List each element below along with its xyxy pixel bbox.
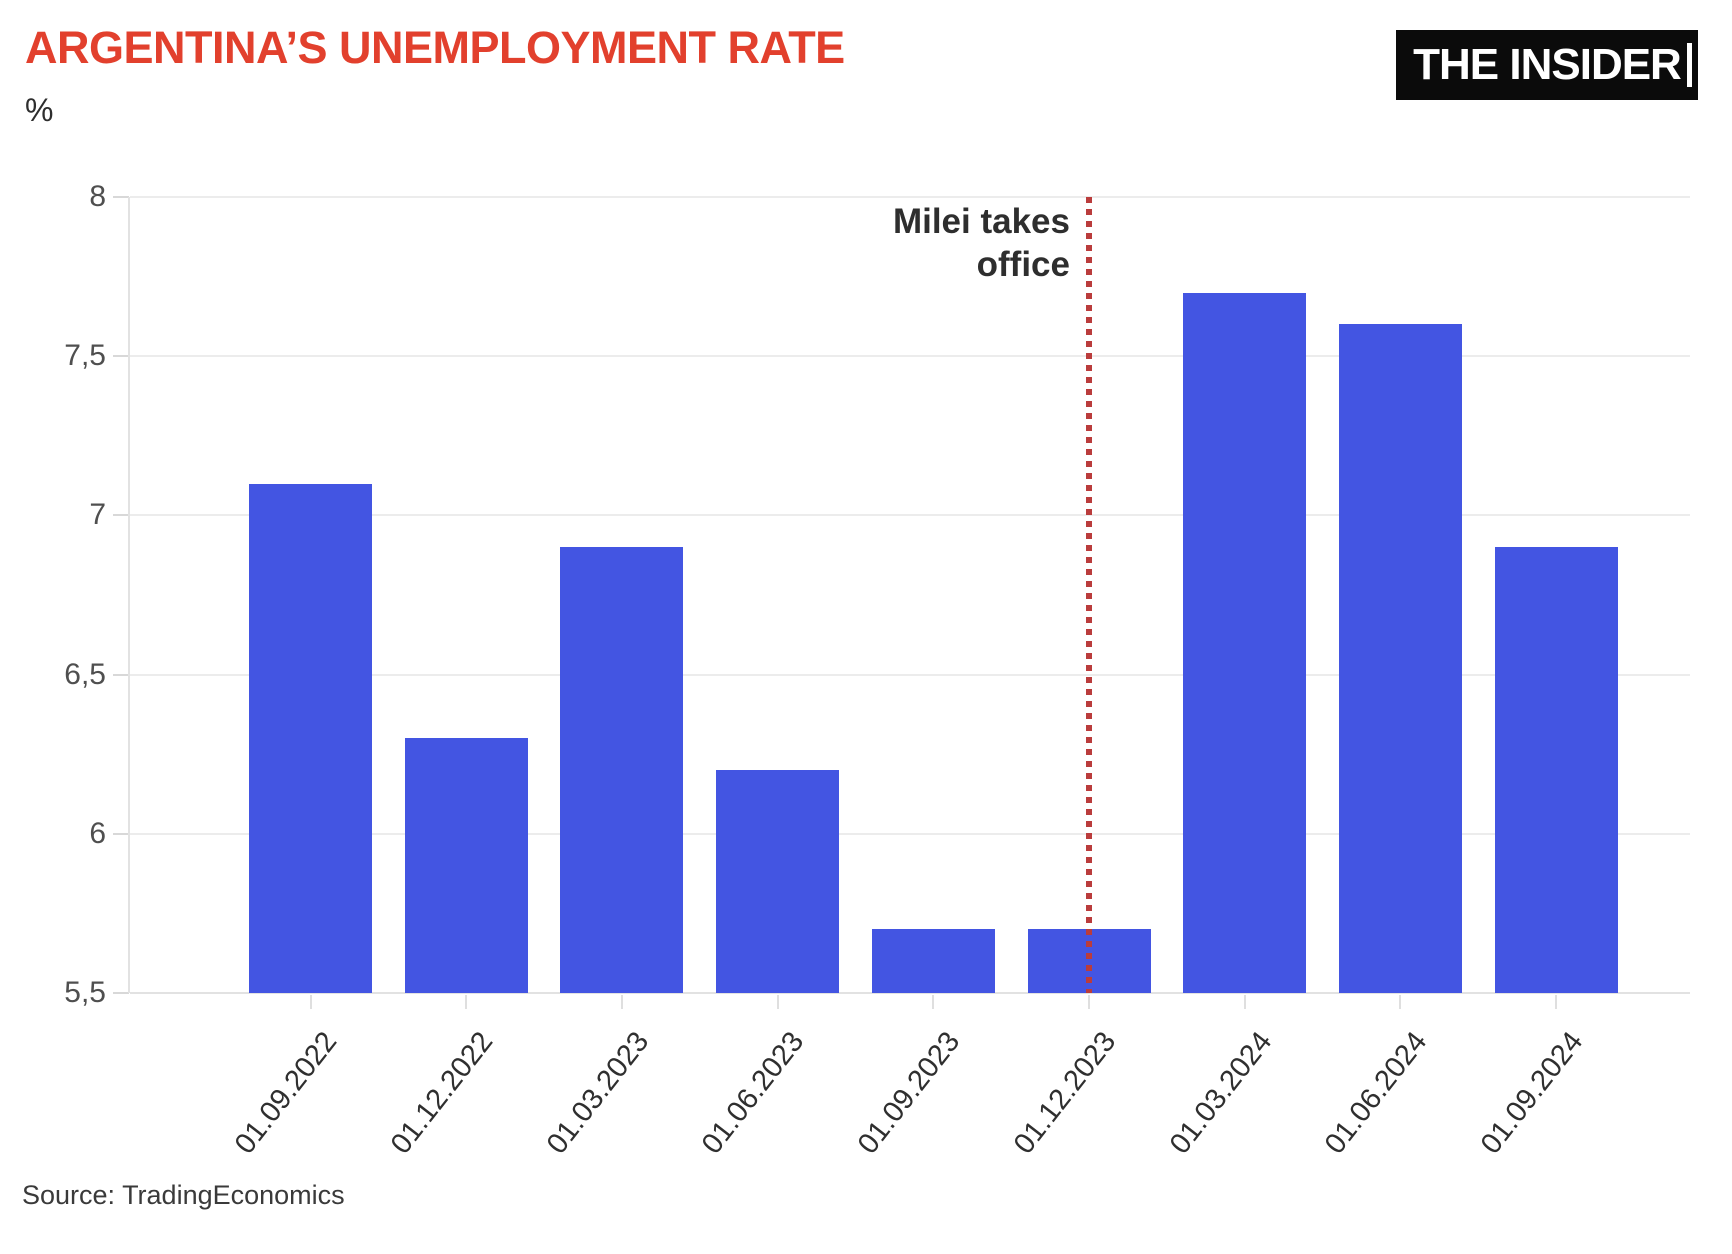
x-tick-label: 01.09.2022 xyxy=(229,1026,344,1161)
y-tick-label: 7 xyxy=(89,498,106,532)
x-axis-tick xyxy=(1399,995,1402,1009)
x-tick-label: 01.12.2022 xyxy=(384,1026,500,1161)
y-tick-label: 6 xyxy=(89,816,106,850)
bar-01.06.2023 xyxy=(716,770,840,993)
source-credit: Source: TradingEconomics xyxy=(22,1180,345,1210)
x-axis-tick xyxy=(932,995,935,1009)
x-tick-label: 01.03.2024 xyxy=(1163,1026,1278,1161)
the-insider-logo: THE INSIDER xyxy=(1396,30,1698,100)
x-tick-label: 01.09.2024 xyxy=(1474,1026,1590,1161)
x-tick-label: 01.09.2023 xyxy=(851,1026,967,1161)
x-tick-label: 01.06.2023 xyxy=(696,1026,811,1161)
x-tick-label: 01.03.2023 xyxy=(540,1026,656,1161)
gridline xyxy=(130,673,1690,676)
y-tick-label: 8 xyxy=(89,180,106,213)
logo-text: THE INSIDER xyxy=(1413,40,1682,89)
bar-01.06.2024 xyxy=(1338,324,1462,993)
gridline xyxy=(130,196,1690,198)
chart-title: ARGENTINA’S UNEMPLOYMENT RATE xyxy=(25,22,845,73)
gridline xyxy=(130,832,1690,835)
y-axis-unit-label: % xyxy=(25,92,54,128)
y-tick-label: 6,5 xyxy=(64,657,106,691)
bar-01.03.2023 xyxy=(560,547,684,993)
bar-01.03.2024 xyxy=(1183,292,1307,993)
y-axis-tick xyxy=(113,355,129,358)
x-axis-tick xyxy=(620,995,623,1009)
annotation-line-2: office xyxy=(976,245,1070,284)
bar-01.12.2022 xyxy=(404,738,528,993)
gridline xyxy=(130,514,1690,517)
bar-01.09.2024 xyxy=(1494,547,1618,993)
y-axis-tick xyxy=(113,832,129,835)
x-axis-tick xyxy=(1088,995,1090,1009)
x-axis-tick xyxy=(1555,995,1558,1009)
y-axis-line xyxy=(128,197,130,993)
x-tick-label: 01.12.2023 xyxy=(1007,1026,1123,1161)
x-axis-tick xyxy=(1243,995,1246,1009)
logo-cursor-bar xyxy=(1687,43,1692,87)
y-axis-tick xyxy=(113,196,129,198)
y-axis-tick xyxy=(113,673,129,676)
annotation-line-1: Milei takes xyxy=(892,202,1070,241)
y-axis-tick xyxy=(113,992,129,994)
y-tick-label: 5,5 xyxy=(64,976,106,1009)
milei-annotation: Milei takes office xyxy=(0,200,1070,286)
x-axis-tick xyxy=(465,995,468,1009)
bar-01.09.2022 xyxy=(249,483,372,993)
gridline xyxy=(130,355,1690,358)
x-axis-tick xyxy=(309,995,312,1009)
x-axis-tick xyxy=(776,995,779,1009)
bar-01.09.2023 xyxy=(871,929,995,993)
gridline xyxy=(130,992,1690,994)
milei-takes-office-vline xyxy=(1086,197,1092,993)
x-tick-label: 01.06.2024 xyxy=(1319,1026,1434,1161)
y-axis-tick xyxy=(113,514,129,517)
y-tick-label: 7,5 xyxy=(64,339,106,373)
